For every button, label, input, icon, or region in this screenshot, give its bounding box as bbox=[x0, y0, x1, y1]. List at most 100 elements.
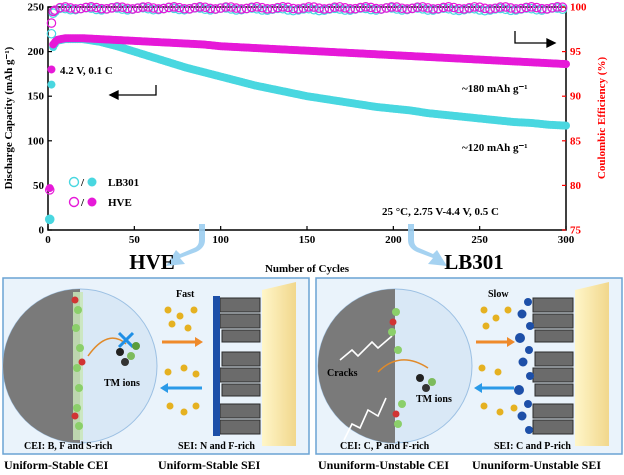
lb301-schematic-panel: Cracks TM ions Slow C bbox=[315, 277, 623, 455]
nonuniform-sei-layer bbox=[514, 298, 534, 434]
data-point bbox=[127, 4, 138, 14]
data-point bbox=[236, 4, 247, 14]
data-point bbox=[47, 65, 56, 74]
hve-speed-label: Fast bbox=[176, 289, 195, 300]
data-point bbox=[210, 4, 221, 14]
data-point bbox=[46, 18, 57, 28]
data-point bbox=[428, 4, 438, 14]
series-layer bbox=[44, 2, 570, 225]
data-point bbox=[221, 2, 231, 12]
data-point bbox=[391, 2, 402, 12]
data-point bbox=[179, 3, 190, 14]
x-axis: 0 50 100 150 200 250 300 bbox=[45, 226, 575, 246]
li-ions-left bbox=[164, 306, 200, 416]
block-cross-icon bbox=[117, 331, 135, 349]
cei-layer-lb301 bbox=[388, 308, 406, 428]
data-point bbox=[340, 2, 350, 13]
data-point bbox=[459, 4, 469, 14]
data-point bbox=[366, 2, 376, 13]
data-point bbox=[283, 5, 293, 15]
data-point bbox=[480, 3, 490, 14]
data-point bbox=[309, 2, 319, 12]
data-point bbox=[148, 3, 159, 13]
y-left-tick-label: 0 bbox=[39, 225, 45, 237]
data-point bbox=[433, 3, 444, 14]
cathode-particle bbox=[3, 289, 80, 443]
data-point bbox=[537, 3, 547, 14]
cracks-icon bbox=[339, 335, 393, 441]
hve-cei-composition: CEI: B, F and S-rich bbox=[24, 441, 113, 452]
data-point bbox=[293, 4, 304, 14]
data-point bbox=[500, 4, 511, 15]
data-point bbox=[288, 3, 298, 14]
data-point bbox=[423, 3, 433, 13]
anode-current-collector bbox=[262, 282, 296, 446]
series-hve-efficiency bbox=[44, 2, 568, 195]
data-point bbox=[215, 3, 226, 13]
hve-schematic-panel: TM ions Fast CEI: B, F and S-rich SEI: N… bbox=[2, 277, 310, 455]
data-point bbox=[117, 2, 128, 13]
data-point bbox=[319, 4, 330, 14]
data-point bbox=[231, 3, 242, 13]
y-right-tick-label: 90 bbox=[570, 91, 582, 103]
data-point bbox=[314, 3, 324, 13]
x-tick-label: 0 bbox=[45, 234, 51, 246]
data-point bbox=[324, 3, 335, 14]
data-point bbox=[107, 3, 117, 13]
data-point bbox=[55, 2, 65, 13]
y-axis-right: 75 80 85 90 95 100 bbox=[562, 2, 587, 237]
data-point bbox=[46, 28, 57, 39]
legend-lb301-open-marker bbox=[68, 176, 80, 188]
y-right-tick-label: 80 bbox=[570, 180, 582, 192]
data-point bbox=[195, 2, 205, 12]
lb301-cracks-label: Cracks bbox=[327, 368, 358, 379]
series-lb301-capacity bbox=[45, 35, 570, 224]
data-point bbox=[96, 3, 107, 14]
data-point bbox=[448, 5, 459, 15]
data-point bbox=[526, 2, 537, 12]
data-point bbox=[91, 2, 102, 13]
caption-lb301-cei: Ununiform-Unstable CEI bbox=[318, 458, 450, 472]
data-point bbox=[189, 2, 200, 13]
x-axis-title: Number of Cycles bbox=[265, 263, 350, 275]
x-tick-label: 150 bbox=[299, 234, 316, 246]
y-axis-left-title: Discharge Capacity (mAh g⁻¹) bbox=[3, 46, 15, 189]
data-point bbox=[241, 3, 252, 14]
x-tick-label: 250 bbox=[471, 234, 488, 246]
data-point bbox=[45, 215, 54, 224]
data-point bbox=[246, 2, 257, 13]
data-point bbox=[562, 121, 570, 130]
data-point bbox=[283, 2, 293, 13]
data-point bbox=[505, 3, 516, 13]
data-point bbox=[562, 60, 570, 69]
data-point bbox=[417, 2, 428, 12]
data-point bbox=[47, 80, 56, 89]
y-left-tick-label: 250 bbox=[28, 2, 45, 14]
hve-arrow-to-cathode-icon bbox=[160, 383, 202, 393]
data-point bbox=[303, 2, 314, 12]
legend-lb301-slash: / bbox=[80, 177, 85, 189]
caption-lb301-sei: Ununiform-Unstable SEI bbox=[472, 458, 602, 472]
caption-hve-cei: Uniform-Stable CEI bbox=[4, 458, 109, 472]
legend-lb301: / LB301 bbox=[68, 176, 139, 189]
anode-graphite-layers bbox=[219, 297, 261, 435]
data-point bbox=[60, 2, 71, 12]
data-point bbox=[101, 4, 112, 14]
data-point bbox=[153, 4, 164, 14]
annotation-test-conditions: 25 °C, 2.75 V-4.4 V, 0.5 C bbox=[382, 206, 499, 218]
x-tick-label: 100 bbox=[212, 234, 229, 246]
annotation-hve-capacity: ~180 mAh g⁻¹ bbox=[462, 83, 528, 95]
data-point bbox=[184, 4, 195, 14]
data-point bbox=[542, 4, 552, 14]
data-point bbox=[329, 2, 340, 13]
data-point bbox=[490, 3, 501, 14]
data-point bbox=[386, 2, 397, 12]
data-point bbox=[76, 3, 86, 14]
data-point bbox=[298, 3, 309, 13]
data-point bbox=[50, 5, 60, 15]
hve-sei-composition: SEI: N and F-rich bbox=[178, 441, 255, 452]
data-point bbox=[122, 3, 133, 14]
cathode-particle-lb301 bbox=[318, 289, 395, 443]
data-point bbox=[335, 2, 345, 12]
